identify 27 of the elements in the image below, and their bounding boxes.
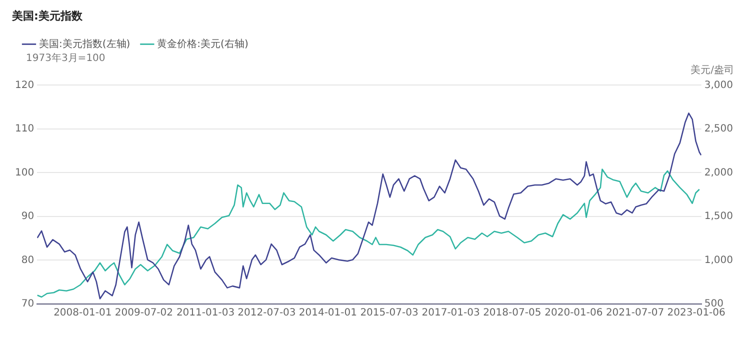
y2-tick-label: 3,000 xyxy=(704,80,734,91)
x-tick-label: 2009-07-02 xyxy=(114,308,174,319)
y-tick-label: 70 xyxy=(21,298,34,310)
y-tick-label: 90 xyxy=(21,211,34,222)
y-tick-label: 120 xyxy=(14,80,34,91)
x-tick-label: 2018-07-05 xyxy=(483,308,542,319)
x-tick-label: 2021-07-07 xyxy=(606,308,664,319)
y-tick-label: 100 xyxy=(14,167,34,178)
y2-tick-label: 2,500 xyxy=(704,124,734,135)
x-tick-label: 2020-01-06 xyxy=(544,308,603,319)
x-tick-label: 2008-01-01 xyxy=(54,308,112,319)
y-tick-label: 110 xyxy=(14,124,34,135)
x-tick-label: 2017-01-03 xyxy=(422,308,480,319)
y2-tick-label: 1,500 xyxy=(704,211,734,222)
x-tick-label: 2014-01-01 xyxy=(298,308,357,319)
y2-tick-label: 1,000 xyxy=(704,254,734,266)
legend-label: 美国:美元指数(左轴) xyxy=(39,38,130,50)
chart-title: 美国:美元指数 xyxy=(11,9,84,22)
y-axis-title: 1973年3月=100 xyxy=(26,52,106,64)
y2-tick-label: 2,000 xyxy=(704,167,734,178)
x-tick-label: 2015-07-03 xyxy=(360,308,418,319)
x-tick-label: 2023-01-06 xyxy=(667,308,726,319)
y2-axis-title: 美元/盎司 xyxy=(690,64,734,76)
legend-label: 黄金价格:美元(右轴) xyxy=(157,38,248,50)
x-tick-label: 2012-07-03 xyxy=(238,308,296,319)
x-tick-label: 2011-01-03 xyxy=(176,308,235,319)
y-tick-label: 80 xyxy=(21,254,34,266)
